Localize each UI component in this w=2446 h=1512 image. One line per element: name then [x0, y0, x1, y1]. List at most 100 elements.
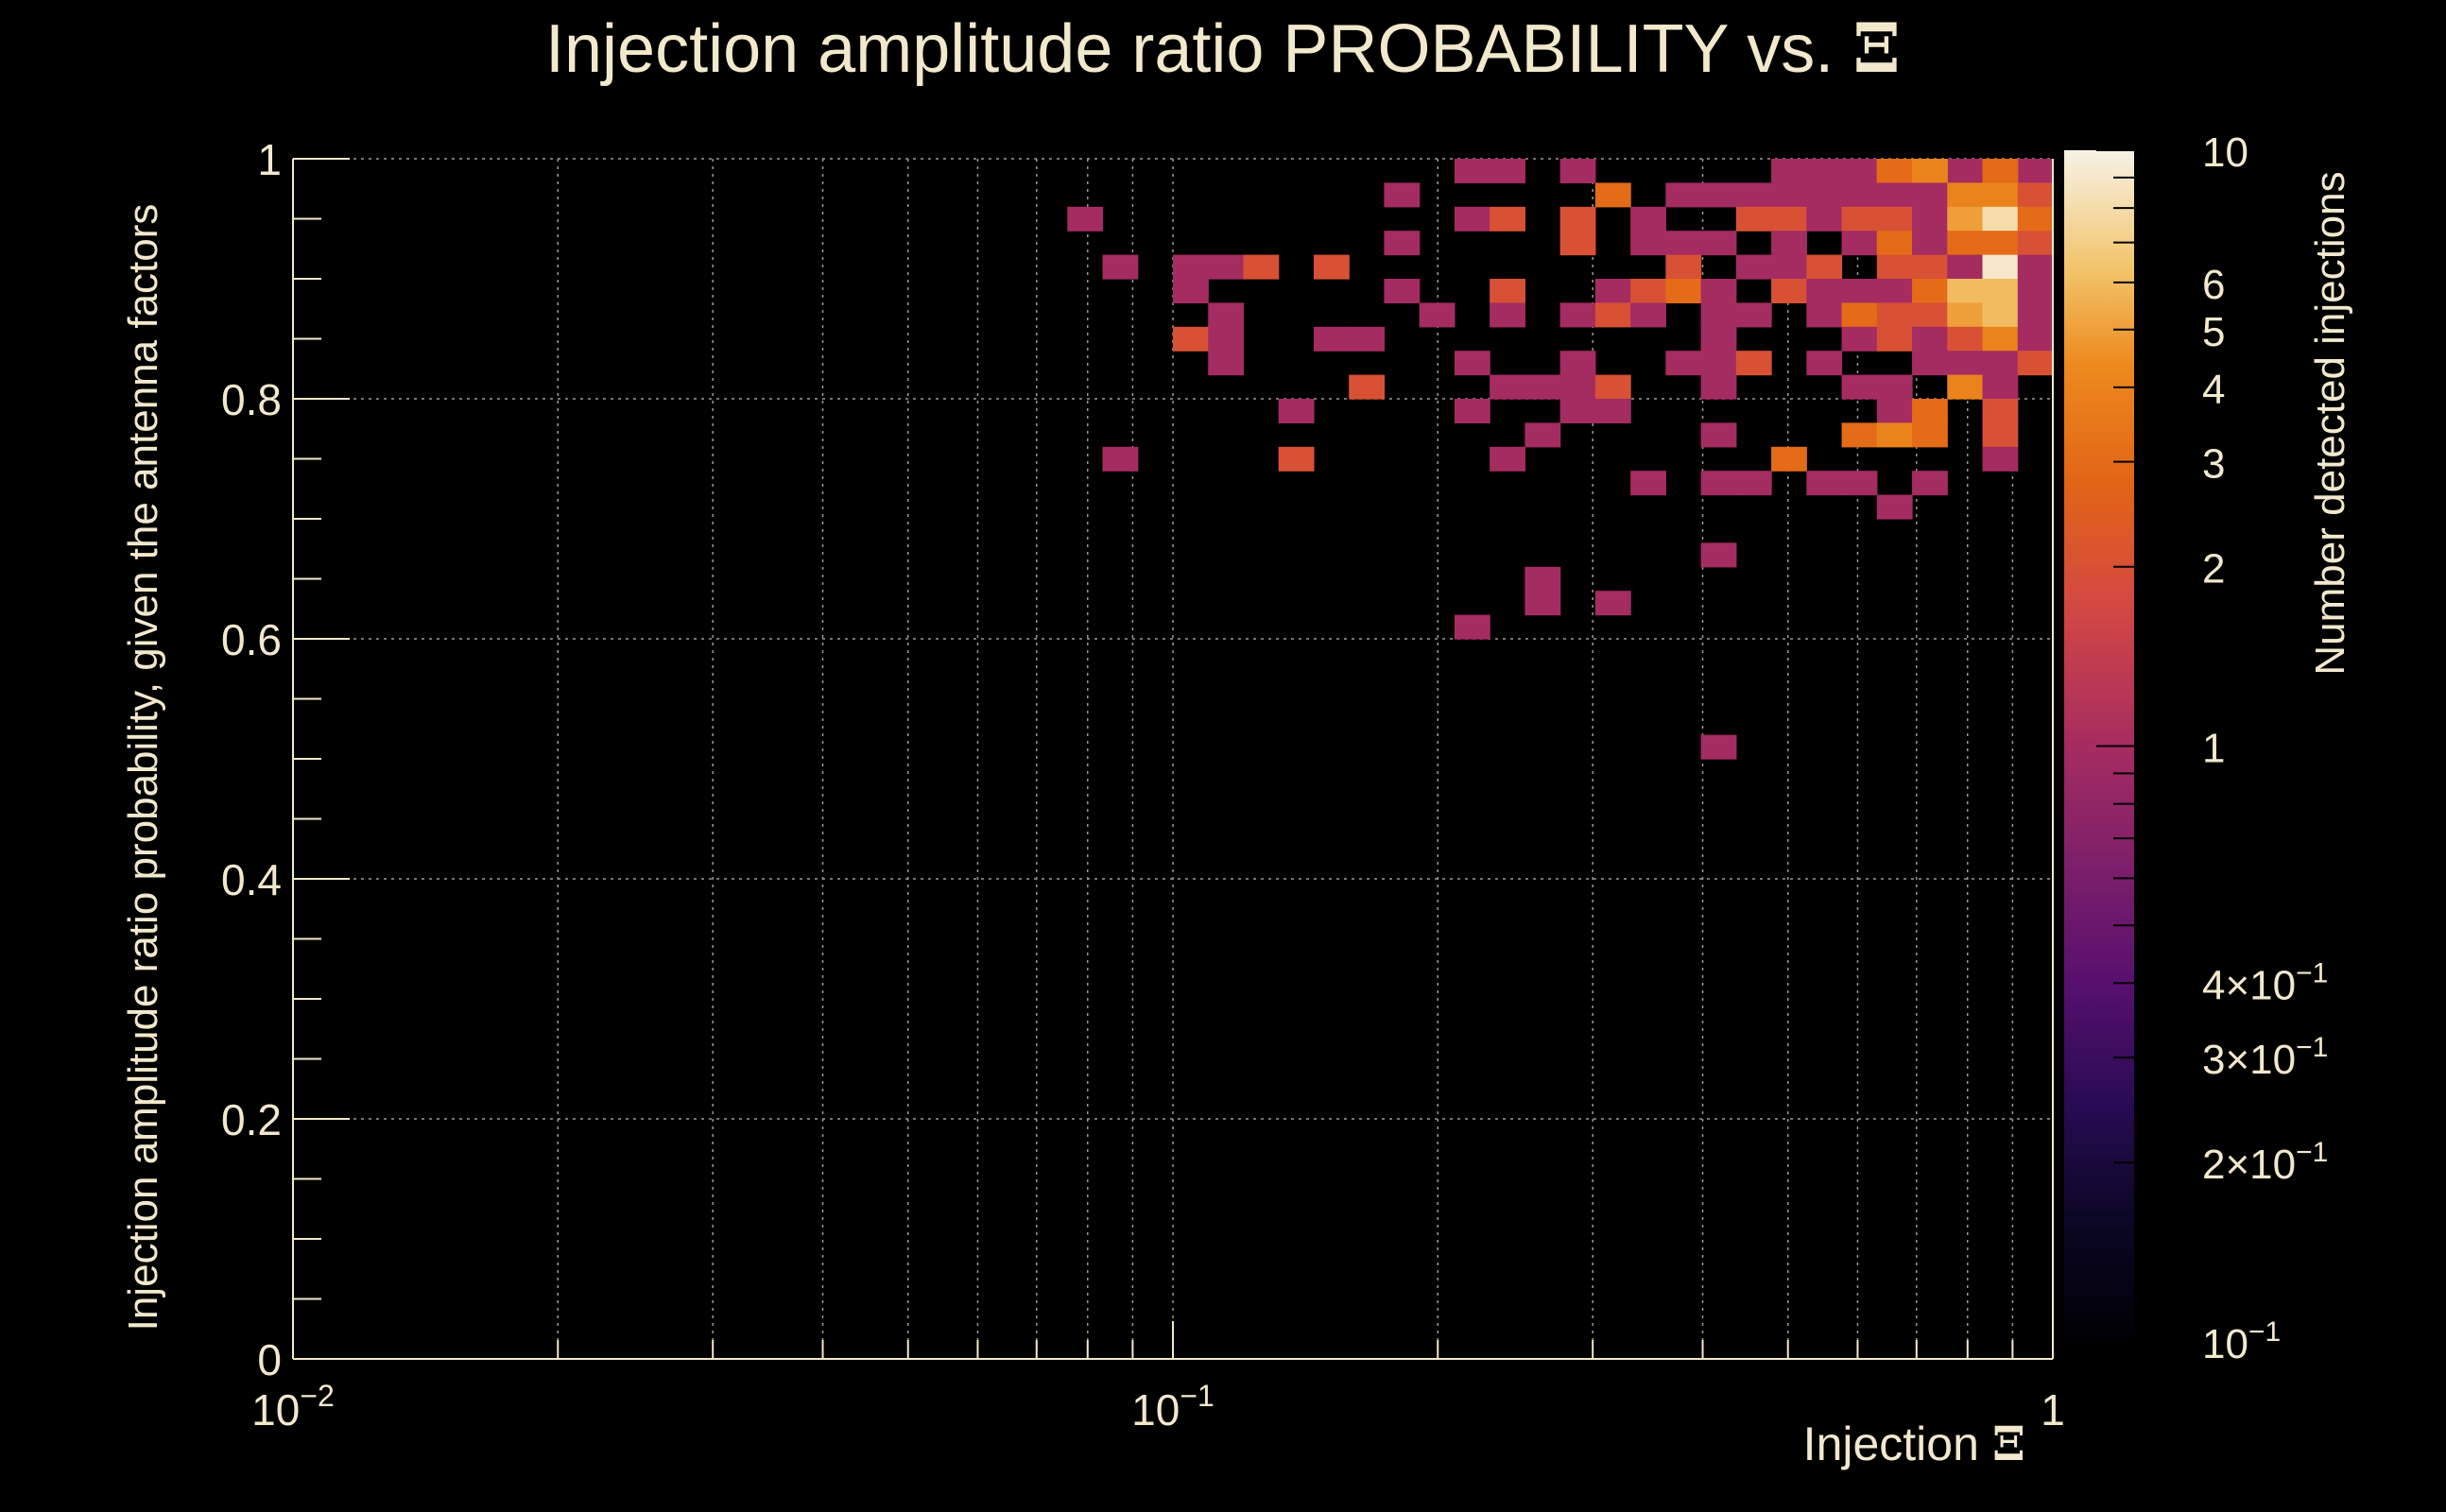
heatmap-cell — [1806, 254, 1843, 280]
heatmap-cell — [1735, 182, 1772, 208]
heatmap-cell — [1454, 206, 1490, 232]
heatmap-cell — [1806, 182, 1843, 208]
color-bar-tick-label: 6 — [2202, 262, 2225, 308]
color-bar-tick-label: 10 — [2202, 129, 2248, 176]
heatmap-cell — [1912, 182, 1948, 208]
heatmap-cell — [2017, 182, 2054, 208]
heatmap-cell — [1700, 182, 1737, 208]
heatmap-cell — [1559, 374, 1596, 400]
heatmap-cell — [1947, 254, 1984, 280]
heatmap-cell — [1947, 231, 1984, 256]
heatmap-cell — [1771, 231, 1807, 256]
heatmap-cell — [1841, 374, 1878, 400]
heatmap-cell — [1208, 351, 1245, 376]
heatmap-cell — [1841, 231, 1878, 256]
heatmap-cell — [1735, 254, 1772, 280]
heatmap-cell — [1630, 302, 1666, 328]
y-tick-label: 0.4 — [221, 855, 282, 904]
heatmap-cell — [1982, 422, 2019, 448]
heatmap-cell — [1665, 254, 1702, 280]
heatmap-cell — [1771, 206, 1807, 232]
heatmap-cell — [1912, 326, 1948, 352]
heatmap-cell — [1876, 182, 1913, 208]
heatmap-cell — [1594, 279, 1631, 303]
heatmap-cell — [1806, 471, 1843, 496]
heatmap-cell — [1735, 206, 1772, 232]
heatmap-cell — [1490, 302, 1525, 328]
heatmap-cell — [1454, 614, 1490, 640]
color-bar-tick-label: 3 — [2202, 441, 2225, 488]
heatmap-cell — [1665, 182, 1702, 208]
x-tick-label: 10−2 — [251, 1379, 335, 1435]
heatmap-cell — [2017, 231, 2054, 256]
heatmap-cell — [1806, 279, 1843, 303]
heatmap-cell — [1559, 231, 1596, 256]
heatmap-cell — [1947, 159, 1984, 183]
heatmap-cell — [1947, 279, 1984, 303]
heatmap-cell — [1771, 182, 1807, 208]
heatmap-cell — [1490, 374, 1525, 400]
heatmap-cell — [1700, 471, 1737, 496]
color-bar: 10 65 4 3 2 1 4×10−1 3×10−1 2×10−1 10−1 — [2064, 129, 2328, 1367]
heatmap-cell — [1841, 159, 1878, 183]
color-bar-tick-label: 5 — [2202, 309, 2225, 355]
heatmap-cell — [1841, 182, 1878, 208]
heatmap-cell — [1982, 182, 2019, 208]
heatmap-cell — [1876, 326, 1913, 352]
heatmap-cell — [1841, 302, 1878, 328]
color-bar-tick-label: 4×10−1 — [2202, 957, 2328, 1008]
heatmap-cell — [1665, 231, 1702, 256]
heatmap-cell — [1524, 374, 1561, 400]
heatmap-cell — [1912, 254, 1948, 280]
heatmap-cell — [1313, 326, 1350, 352]
color-bar-tick-label: 2×10−1 — [2202, 1137, 2328, 1188]
heatmap-cell — [1208, 326, 1245, 352]
heatmap-cell — [1806, 206, 1843, 232]
heatmap-cell — [1700, 422, 1737, 448]
heatmap-cell — [1912, 159, 1948, 183]
heatmap-cell — [2017, 279, 2054, 303]
heatmap-cell — [1102, 254, 1139, 280]
heatmap-cell — [1771, 446, 1807, 472]
heatmap-cell — [1278, 446, 1315, 472]
heatmap-cell — [1876, 231, 1913, 256]
heatmap-cell — [1841, 279, 1878, 303]
heatmap-cell — [1912, 471, 1948, 496]
heatmap-cell — [1278, 399, 1315, 423]
y-tick-label: 0.6 — [221, 615, 282, 664]
heatmap-cell — [1490, 279, 1525, 303]
heatmap-cell — [1208, 302, 1245, 328]
heatmap-cell — [1490, 206, 1525, 232]
heatmap-cell — [1594, 374, 1631, 400]
heatmap-cell — [1559, 206, 1596, 232]
heatmap-cell — [1173, 326, 1209, 352]
heatmap-cell — [1700, 279, 1737, 303]
heatmap-cell — [1594, 399, 1631, 423]
heatmap-cell — [1700, 734, 1737, 760]
heatmap-cell — [1594, 591, 1631, 616]
heatmap-cell — [1876, 422, 1913, 448]
color-bar-tick-label: 4 — [2202, 367, 2225, 413]
heatmap-cell — [1982, 231, 2019, 256]
heatmap-cell — [1912, 422, 1948, 448]
heatmap-cell — [1349, 326, 1386, 352]
heatmap-cell — [1947, 206, 1984, 232]
heatmap-cell — [2017, 302, 2054, 328]
heatmap-cell — [1876, 302, 1913, 328]
heatmap-cell — [1841, 326, 1878, 352]
heatmap-cell — [1912, 399, 1948, 423]
heatmap-cell — [1876, 399, 1913, 423]
heatmap-cell — [1841, 206, 1878, 232]
heatmap-cell — [1841, 471, 1878, 496]
color-bar-label: Number detected injections — [2307, 171, 2353, 676]
heatmap-cell — [1806, 159, 1843, 183]
heatmap-cell — [1771, 279, 1807, 303]
heatmap-cell — [2017, 351, 2054, 376]
heatmap-cell — [1982, 351, 2019, 376]
heatmap-cell — [1912, 231, 1948, 256]
heatmap-cell — [1630, 279, 1666, 303]
heatmap-cell — [1700, 542, 1737, 568]
heatmap-cell — [1912, 351, 1948, 376]
chart-title: Injection amplitude ratio PROBABILITY vs… — [545, 8, 1901, 88]
heatmap-cell — [1876, 494, 1913, 520]
